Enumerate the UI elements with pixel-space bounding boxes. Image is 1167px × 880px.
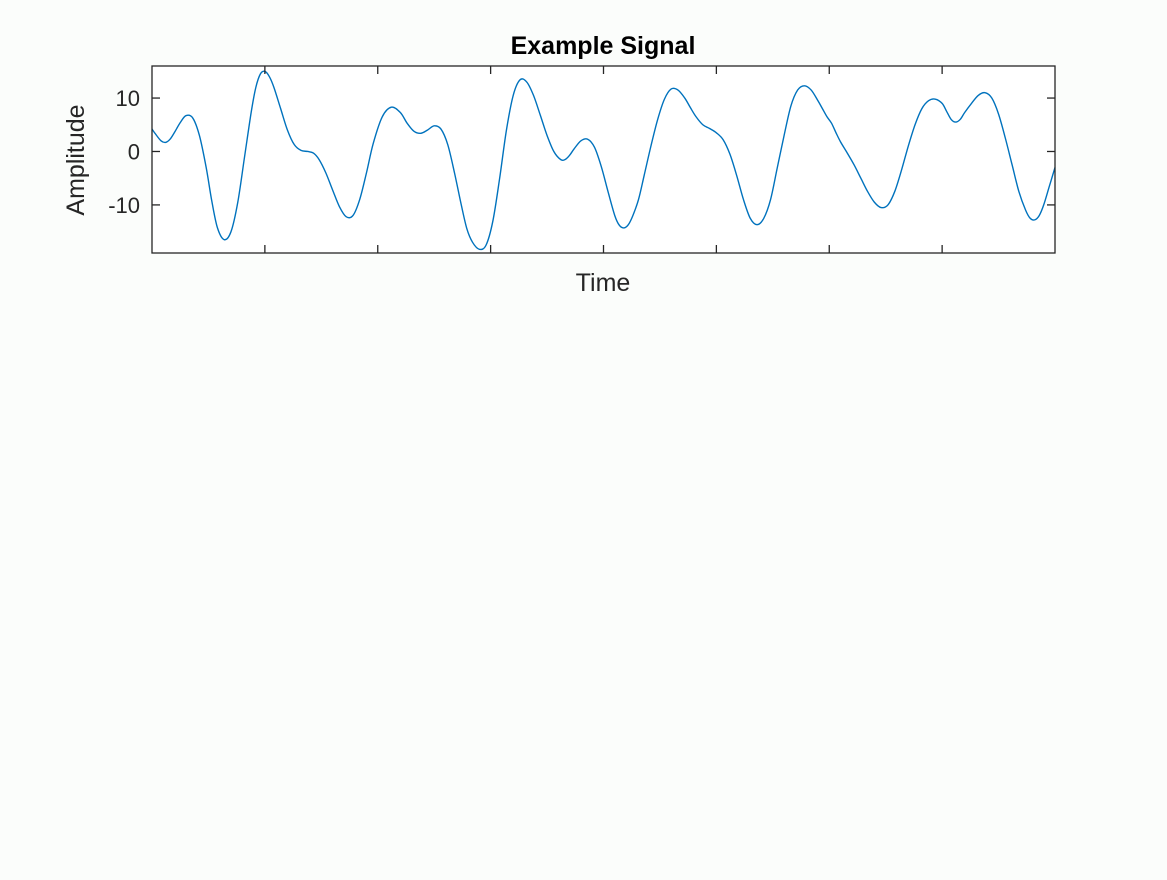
series-group <box>151 70 1056 251</box>
y-tick-label: -10 <box>108 193 140 218</box>
x-axis-ticks <box>264 66 943 253</box>
chart-title: Example Signal <box>511 32 696 60</box>
series-line-0 <box>151 70 1056 251</box>
plot-area: -10 0 10 <box>108 65 1056 254</box>
y-axis-ticks: -10 0 10 <box>108 86 1055 218</box>
axes-background <box>152 66 1055 253</box>
x-axis-label: Time <box>576 269 631 297</box>
y-tick-label: 10 <box>116 86 140 111</box>
y-axis-label: Amplitude <box>62 104 90 215</box>
y-tick-label: 0 <box>128 139 140 164</box>
